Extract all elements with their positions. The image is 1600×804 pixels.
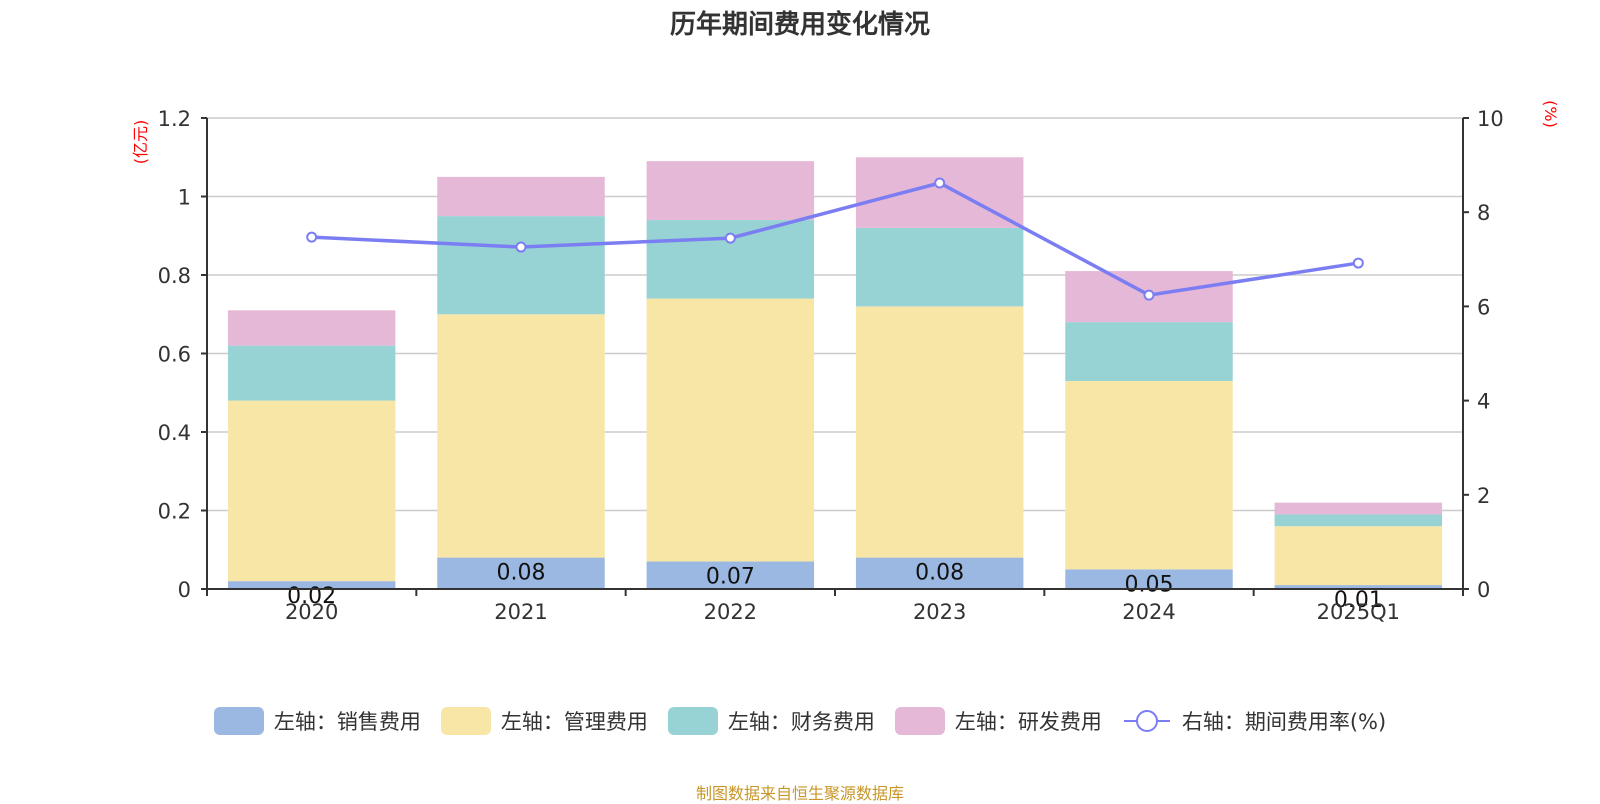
bar-admin (855, 306, 1024, 558)
bar-finance (646, 220, 815, 299)
rate-line-point (306, 231, 318, 243)
bar-data-label: 0.07 (706, 565, 755, 590)
x-axis-tick-label: 2023 (913, 600, 966, 624)
bar-admin (227, 400, 396, 582)
bar-sales (1274, 585, 1443, 589)
bar-rnd (437, 176, 605, 217)
rate-line-point (1352, 257, 1364, 269)
x-axis-tick-label: 2025Q1 (1317, 600, 1400, 624)
rate-line-point (515, 241, 527, 253)
bar-data-label: 0.05 (1125, 572, 1174, 597)
bar-sales (1065, 569, 1233, 589)
bar-finance (1274, 514, 1443, 527)
chart-canvas: 0.020.08 0.07 0.08 0.050.01 00.20.40.60.811… (131, 100, 1560, 624)
legend-item-sales[interactable]: 左轴：销售费用 (213, 706, 421, 736)
legend-label: 右轴：期间费用率(%) (1181, 710, 1387, 734)
bar-finance (1065, 322, 1233, 381)
gridlines (207, 117, 1463, 512)
left-axis-tick-label: 0 (178, 578, 191, 602)
legend-line-marker-icon (1123, 710, 1170, 732)
bar-rnd (227, 310, 396, 346)
bar-finance (227, 345, 396, 401)
legend-swatch-icon (440, 707, 491, 735)
left-axis-tick-label: 1.2 (158, 107, 191, 131)
bar-sales (437, 557, 605, 589)
bar-rnd (855, 157, 1024, 228)
bar-admin (1274, 526, 1443, 586)
bar-data-label: 0.08 (497, 561, 546, 586)
legend-item-rate[interactable]: 右轴：期间费用率(%) (1122, 706, 1386, 736)
right-axis-tick-label: 2 (1477, 484, 1490, 508)
legend-label: 左轴：销售费用 (273, 710, 421, 734)
x-axis-tick-label: 2024 (1122, 600, 1175, 624)
legend-swatch-icon (894, 707, 945, 735)
rate-line (306, 177, 1364, 301)
left-axis-tick-label: 1 (178, 186, 191, 210)
right-axis-tick-label: 4 (1477, 390, 1490, 414)
bar-sales (855, 557, 1024, 589)
right-axis-tick-label: 0 (1477, 578, 1490, 602)
legend-item-admin[interactable]: 左轴：管理费用 (440, 706, 648, 736)
bar-sales (227, 581, 396, 589)
right-axis-tick-label: 10 (1477, 107, 1504, 131)
right-axis-tick-label: 8 (1477, 201, 1490, 225)
legend-label: 左轴：研发费用 (954, 710, 1102, 734)
legend-item-rnd[interactable]: 左轴：研发费用 (894, 706, 1102, 736)
rate-line-point (724, 232, 736, 244)
legend-item-finance[interactable]: 左轴：财务费用 (667, 706, 875, 736)
axes: 0 0.2 0.4 0.6 0.8 1 1.2 0 2 4 6 8 10 2020 2021 2022 2023… (158, 107, 1504, 624)
bar-admin (437, 314, 605, 558)
bar-rnd (646, 161, 815, 221)
rate-line-path (311, 181, 1359, 297)
legend: 左轴：销售费用 左轴：管理费用 左轴：财务费用 左轴：研发费用 右轴：期间费用率(%) (0, 706, 1600, 736)
bar-admin (1065, 380, 1233, 570)
bar-data-label: 0.08 (915, 561, 964, 586)
bars (227, 157, 1443, 589)
x-axis-tick-label: 2021 (494, 600, 547, 624)
rate-line-point (934, 177, 946, 189)
right-axis-unit-label: (%) (1541, 100, 1560, 128)
left-axis-tick-label: 0.8 (158, 264, 191, 288)
bar-admin (646, 298, 815, 562)
bar-rnd (1274, 502, 1443, 515)
bar-data-label: 0.01 (1334, 588, 1383, 613)
legend-swatch-icon (213, 707, 264, 735)
legend-swatch-icon (667, 707, 718, 735)
bar-sales (646, 561, 815, 589)
bar-finance (855, 227, 1024, 307)
legend-label: 左轴：财务费用 (727, 710, 875, 734)
left-axis-tick-label: 0.4 (158, 421, 191, 445)
legend-label: 左轴：管理费用 (500, 710, 648, 734)
left-axis-tick-label: 0.6 (158, 343, 191, 367)
x-axis-tick-label: 2022 (704, 600, 757, 624)
chart-title: 历年期间费用变化情况 (669, 10, 930, 40)
data-source-note: 制图数据来自恒生聚源数据库 (695, 784, 904, 803)
left-axis-unit-label: (亿元) (131, 120, 150, 165)
bar-finance (437, 216, 605, 315)
x-axis-tick-label: 2020 (285, 600, 338, 624)
rate-line-point (1143, 289, 1155, 301)
right-axis-tick-label: 6 (1477, 295, 1490, 319)
left-axis-tick-label: 0.2 (158, 500, 191, 524)
